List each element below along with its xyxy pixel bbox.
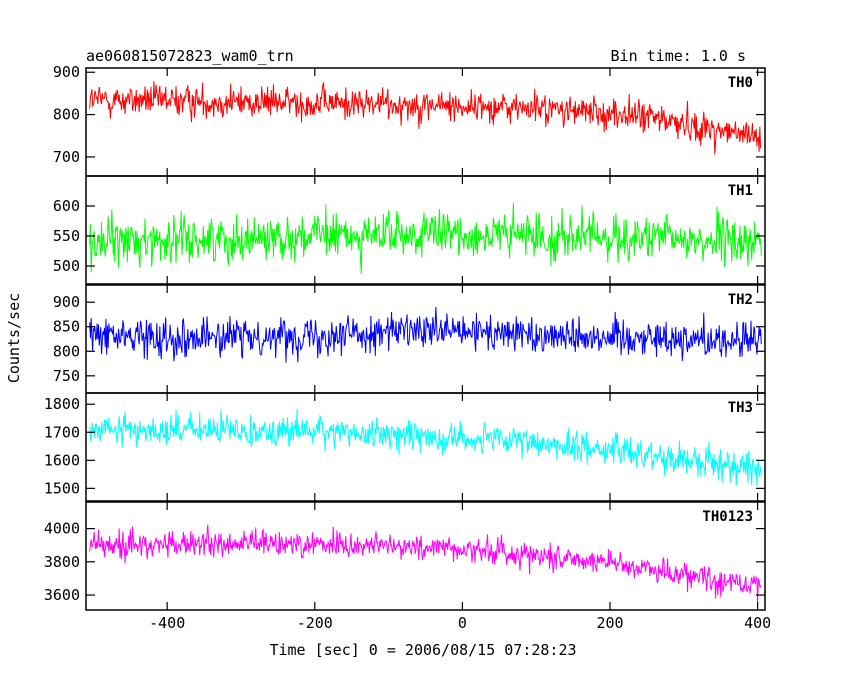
x-tick-label: 0	[458, 614, 467, 632]
series-line-th0123	[89, 524, 762, 602]
panel-frame	[85, 175, 766, 285]
x-tick-label: 400	[744, 614, 771, 632]
panel-th0: 700 800 900 TH0	[53, 63, 766, 177]
x-tick-label: 200	[596, 614, 623, 632]
y-tick-label: 1800	[44, 395, 80, 413]
panel-label: TH3	[728, 400, 753, 416]
y-tick-label: 1500	[44, 479, 80, 497]
panel-label: TH0	[728, 75, 753, 91]
panel-th1: 500 550 600 TH1	[53, 175, 766, 285]
plot-title: ae060815072823_wam0_trn	[86, 47, 294, 65]
x-tick-label: -200	[297, 614, 333, 632]
panel-label: TH2	[728, 292, 753, 308]
panel-label: TH0123	[702, 509, 753, 525]
x-tick-label: -400	[149, 614, 185, 632]
y-tick-label: 900	[53, 63, 80, 81]
series-line-th0	[89, 81, 762, 155]
y-tick-label: 600	[53, 197, 80, 215]
y-tick-label: 3600	[44, 586, 80, 604]
panel-frame	[85, 392, 766, 502]
panel-th0123: 3600 3800 4000 -400 -200 0 200 400 TH0123	[44, 501, 771, 632]
y-tick-label: 3800	[44, 553, 80, 571]
y-tick-label: 800	[53, 106, 80, 124]
panel-label: TH1	[728, 183, 753, 199]
series-line-th1	[89, 202, 762, 275]
panel-th2: 750 800 850 900 TH2	[53, 284, 766, 394]
y-tick-label: 4000	[44, 520, 80, 538]
bin-time-label: Bin time: 1.0 s	[611, 47, 746, 65]
panel-frame	[85, 501, 766, 611]
y-tick-label: 1700	[44, 423, 80, 441]
y-tick-label: 800	[53, 342, 80, 360]
panel-th3: 1500 1600 1700 1800 TH3	[44, 392, 766, 502]
y-tick-label: 750	[53, 367, 80, 385]
panel-frame	[85, 67, 766, 177]
panels-group: 700 800 900 TH0 500 550 600 TH1 750 800 850 900 TH2 1…	[44, 63, 771, 632]
y-axis-label: Counts/sec	[5, 293, 23, 383]
y-tick-label: 900	[53, 293, 80, 311]
series-line-th2	[89, 306, 762, 363]
y-tick-label: 550	[53, 227, 80, 245]
y-tick-label: 500	[53, 257, 80, 275]
y-tick-label: 700	[53, 148, 80, 166]
y-tick-label: 1600	[44, 451, 80, 469]
series-line-th3	[89, 408, 762, 487]
y-tick-label: 850	[53, 318, 80, 336]
x-axis-label: Time [sec] 0 = 2006/08/15 07:28:23	[269, 641, 576, 659]
